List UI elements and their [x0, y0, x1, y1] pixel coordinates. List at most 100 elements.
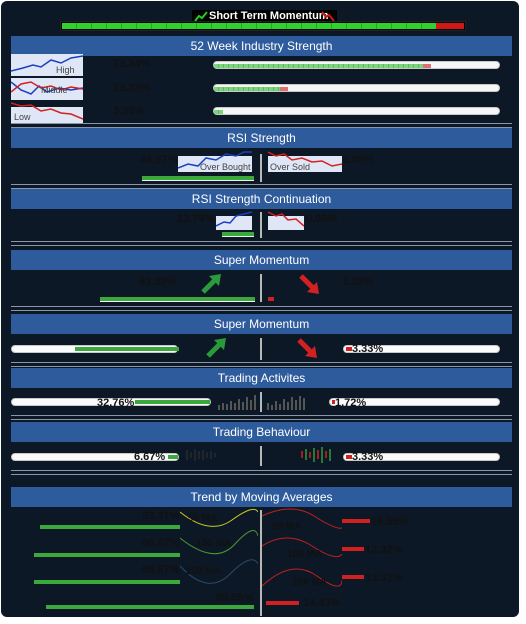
overbought-bar — [142, 176, 254, 181]
oversold-pct: 0.00% — [343, 154, 375, 166]
high-bar-fill — [214, 64, 423, 68]
ma-left-200-label: 200 MA — [186, 566, 222, 577]
candlestick-icon — [301, 447, 331, 463]
super-momentum-2-right-pct: 3.33% — [352, 343, 384, 355]
high-bar-end — [423, 64, 431, 68]
overbought-sparkline-icon: Over Bought — [178, 151, 252, 172]
continuation-right-pct: 0.00% — [306, 213, 338, 225]
trend-down-icon — [321, 11, 335, 22]
ma-left-50-pct: 83.31% — [142, 510, 180, 522]
ma-left-150-label: 150 MA — [196, 538, 232, 549]
ma-left-50-bar-fill — [40, 525, 180, 529]
super-momentum-right-bar — [268, 297, 423, 302]
super-momentum-2-left-bar — [11, 345, 179, 353]
ma-left-200-pct: 86.67% — [142, 564, 180, 576]
short-term-momentum-banner: Short Term Momentum — [60, 10, 466, 32]
divider — [260, 212, 262, 238]
middle-bar-fill — [214, 87, 280, 91]
super-momentum-right-bar-fill — [268, 297, 274, 301]
ma-right-50-bar-fill — [342, 519, 370, 523]
super-momentum-right-pct: 3.33% — [342, 276, 374, 288]
separator — [11, 184, 512, 189]
high-label: High — [56, 65, 75, 75]
banner-title-bar: Short Term Momentum — [192, 10, 337, 23]
candlestick-icon — [186, 449, 216, 461]
ma-left-50-label: 50 MA — [188, 513, 218, 524]
rsi-continuation-header: RSI Strength Continuation — [11, 189, 512, 209]
industry-strength-header: 52 Week Industry Strength — [11, 36, 512, 56]
volume-bars-icon — [267, 396, 305, 410]
ma-right-200-label: 200 MA — [292, 577, 328, 588]
oversold-sparkline-icon: Over Sold — [268, 151, 342, 172]
trend-up-icon — [194, 11, 208, 22]
rsi-strength-header: RSI Strength — [11, 128, 512, 148]
ma-left-50-bar — [40, 525, 180, 529]
separator — [11, 306, 512, 311]
arrow-down-icon — [297, 338, 317, 358]
trading-activities-left-bar-fill — [135, 400, 210, 404]
high-pct: 73.34% — [113, 58, 151, 70]
overbought-pct: 46.67% — [140, 154, 178, 166]
trading-behaviour-header: Trading Behaviour — [11, 422, 512, 442]
arrow-up-icon — [206, 338, 226, 358]
super-momentum-left-bar — [100, 297, 255, 302]
separator — [11, 241, 512, 246]
ma-right-average-pct: 14.43% — [303, 597, 341, 609]
super-momentum-2-right-bar-fill — [346, 347, 352, 351]
trading-behaviour-right-pct: 3.33% — [352, 451, 384, 463]
ma-left-average-pct: 85.55% — [216, 592, 254, 604]
super-momentum-2-left-bar-fill — [75, 347, 179, 351]
ma-right-curves — [262, 508, 342, 587]
continuation-down-sparkline-icon — [268, 211, 304, 230]
super-momentum-2-header: Super Momentum — [11, 314, 512, 334]
ma-right-200-pct: 13.32% — [365, 572, 403, 584]
super-momentum-left-pct: 63.33% — [139, 276, 177, 288]
ma-right-50-bar — [342, 519, 502, 523]
divider — [260, 392, 262, 412]
high-sparkline-icon: High — [11, 54, 83, 76]
trading-behaviour-left-pct: 6.67% — [134, 451, 166, 463]
ma-left-curves — [180, 508, 258, 584]
separator — [11, 415, 512, 420]
ma-right-150-pct: 13.32% — [365, 544, 403, 556]
ma-left-150-pct: 86.67% — [142, 537, 180, 549]
ma-left-150-bar-fill — [34, 553, 180, 557]
trading-behaviour-right-bar — [343, 453, 500, 461]
middle-label: Middle — [41, 85, 68, 95]
trading-activities-header: Trading Activites — [11, 368, 512, 388]
divider — [260, 510, 262, 616]
low-label: Low — [14, 112, 31, 122]
ma-left-average-bar — [46, 605, 254, 609]
momentum-meter — [60, 21, 466, 31]
overbought-bar-fill — [142, 176, 254, 180]
low-pct: 3.33% — [113, 105, 145, 117]
high-bar — [213, 61, 500, 69]
ma-right-150-label: 150 MA — [287, 549, 323, 560]
ma-right-50-label: 50 MA — [272, 521, 302, 532]
ma-right-200-bar — [342, 575, 502, 579]
super-momentum-2-right-bar — [343, 345, 500, 353]
continuation-up-sparkline-icon — [216, 211, 252, 230]
continuation-bar-fill — [222, 232, 254, 236]
ma-left-150-bar — [34, 553, 180, 557]
trading-activities-right-bar-fill — [332, 400, 335, 404]
continuation-left-pct: 13.79% — [177, 213, 215, 225]
ma-right-150-bar-fill — [342, 547, 364, 551]
arrow-up-icon — [201, 274, 221, 294]
middle-bar-end — [280, 87, 288, 91]
low-sparkline-icon: Low — [11, 102, 83, 123]
ma-right-average-bar — [266, 601, 496, 605]
ma-right-50-pct: 16.65% — [371, 516, 409, 528]
divider — [260, 154, 262, 182]
ma-left-200-bar — [34, 580, 180, 584]
low-bar-fill — [214, 110, 223, 114]
trading-activities-left-bar — [11, 398, 211, 406]
separator — [11, 470, 512, 475]
middle-sparkline-icon: Middle — [11, 78, 83, 100]
trading-activities-right-bar — [329, 398, 500, 406]
ma-left-200-bar-fill — [34, 580, 180, 584]
middle-bar — [213, 84, 500, 92]
ma-right-200-bar-fill — [342, 575, 364, 579]
super-momentum-header: Super Momentum — [11, 250, 512, 270]
divider — [260, 446, 262, 466]
